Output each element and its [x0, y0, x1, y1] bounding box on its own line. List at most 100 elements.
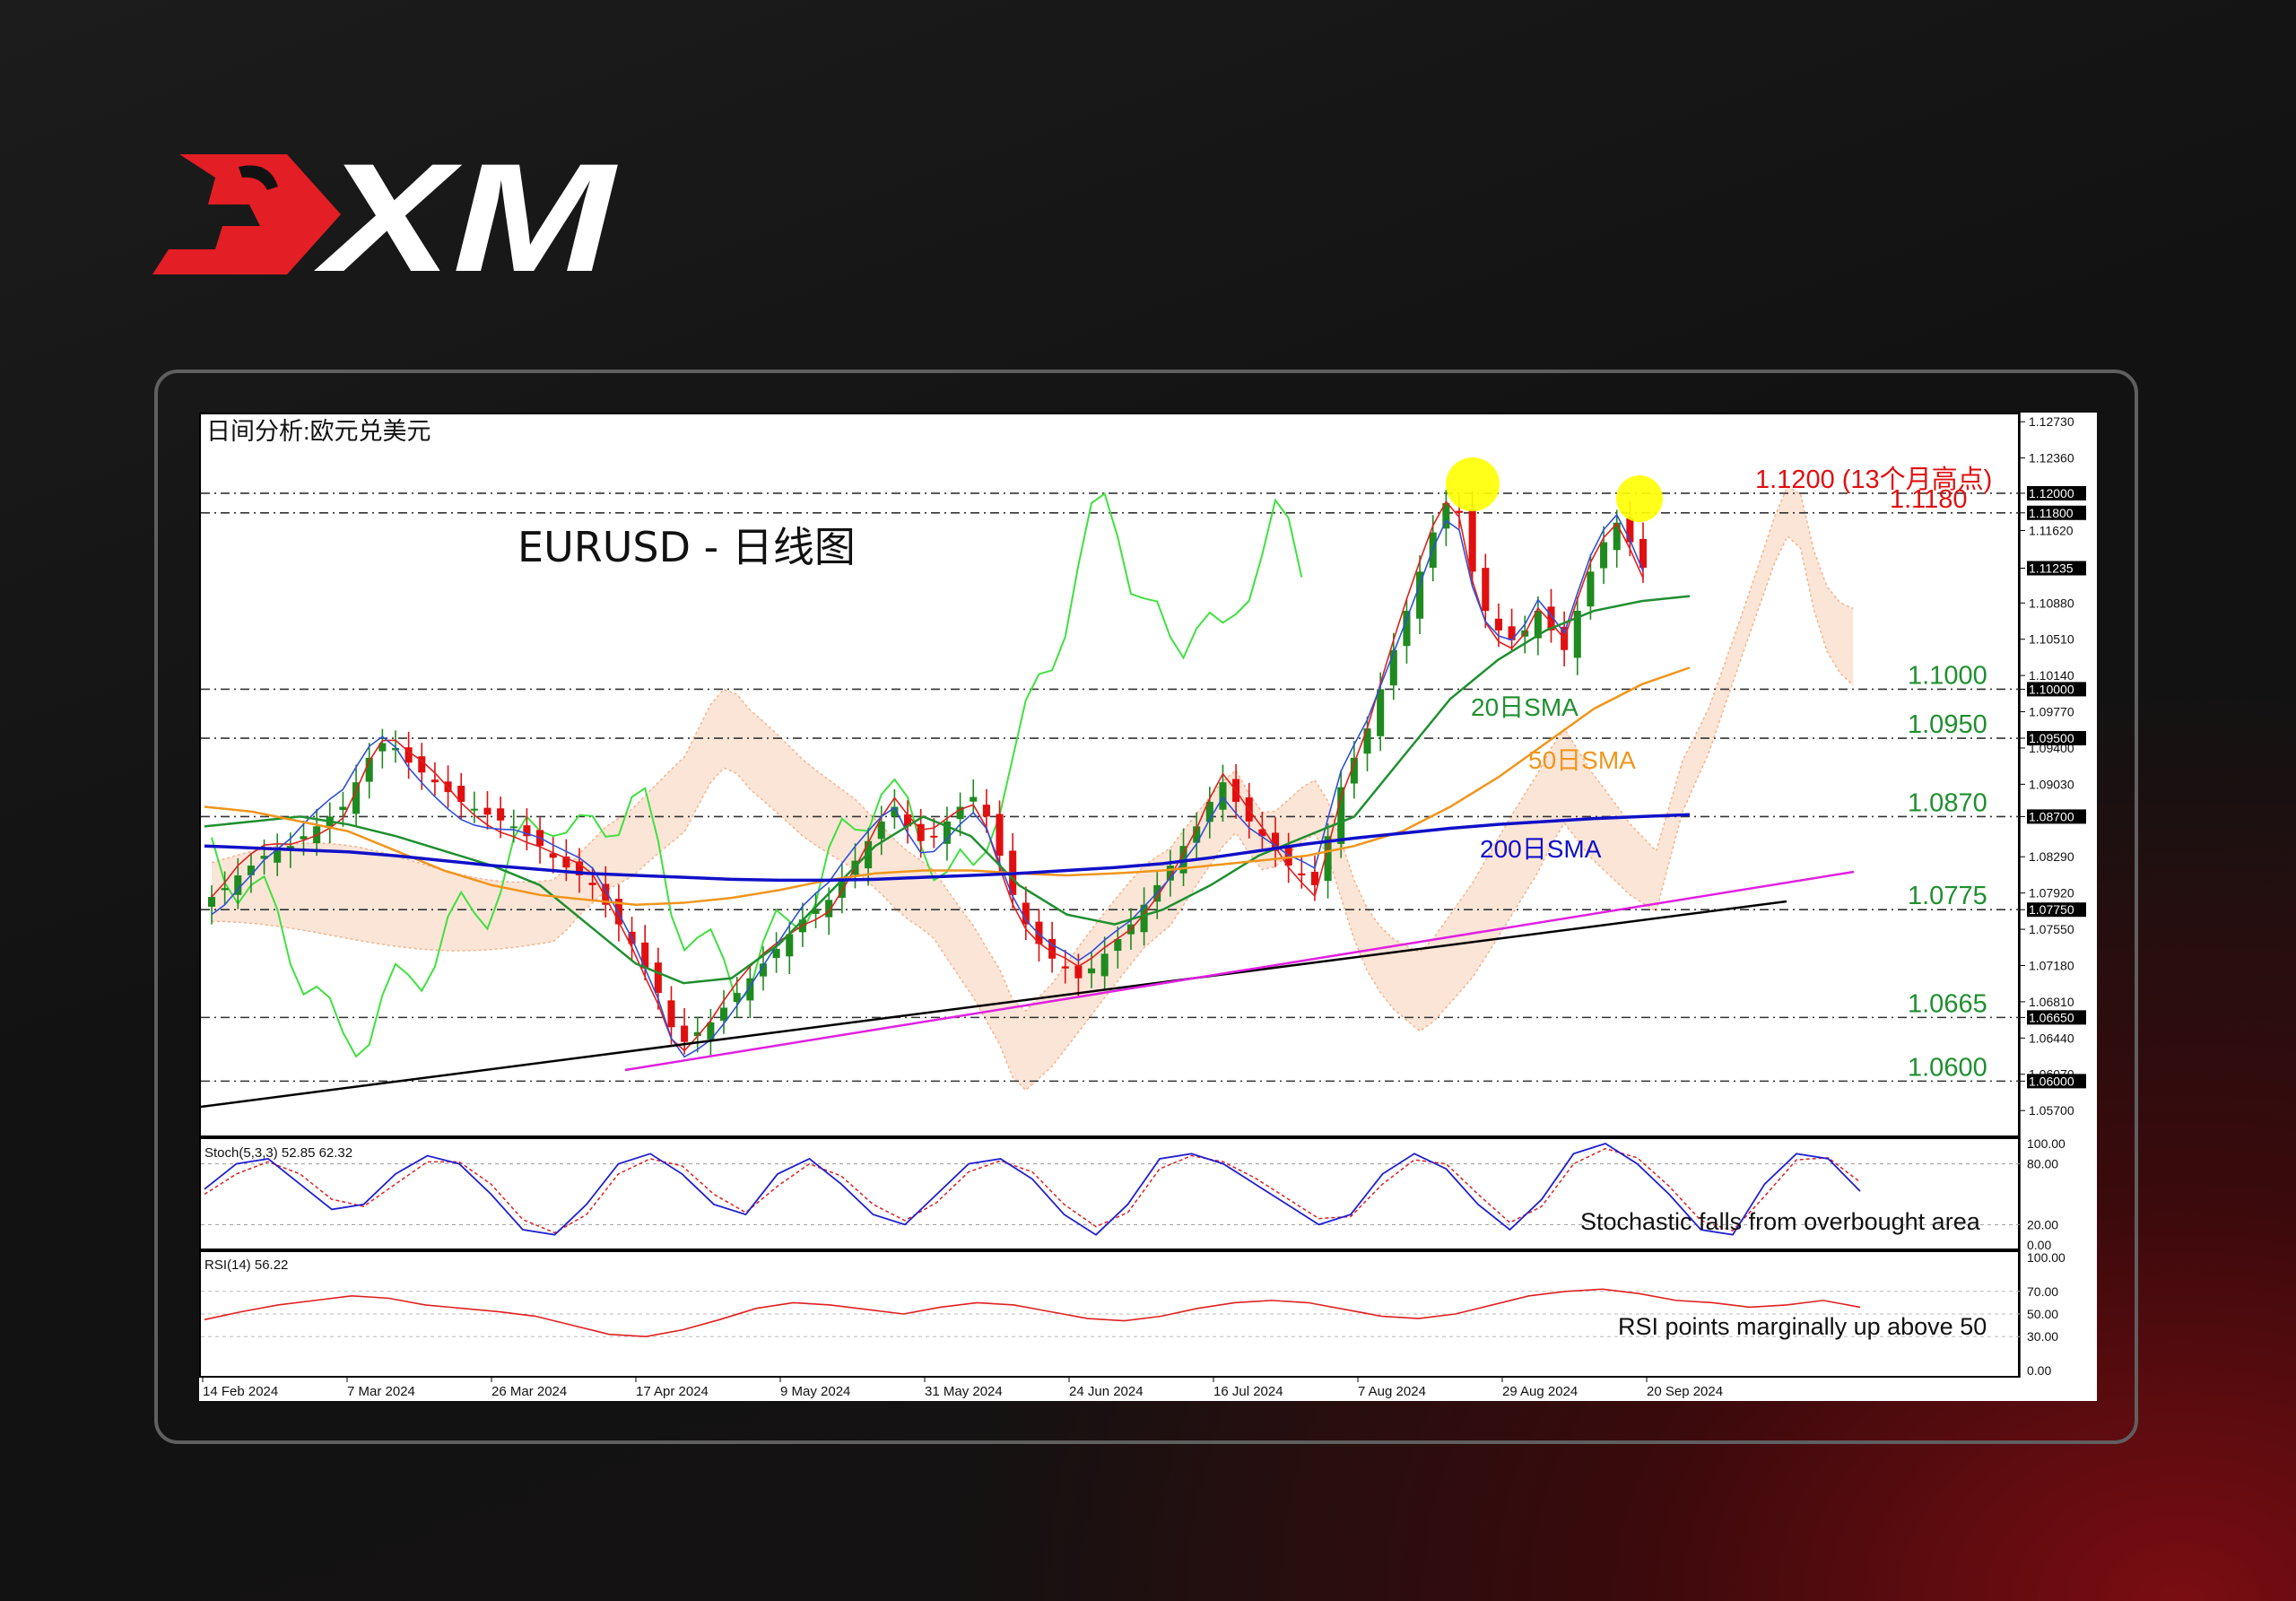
price-tick-label: 1.11620: [2029, 523, 2074, 537]
level-label: 1.0870: [1908, 788, 1987, 817]
candle-body: [733, 993, 741, 1003]
candle-body: [457, 786, 465, 803]
candle-body: [930, 835, 938, 838]
candle-body: [1284, 846, 1292, 866]
stoch-tick-label: 20.00: [2027, 1217, 2058, 1231]
price-tick-label: 1.09770: [2029, 705, 2074, 719]
candle-body: [378, 743, 387, 752]
candle-body: [602, 883, 610, 905]
candle-body: [391, 747, 400, 751]
candle-body: [1508, 626, 1516, 640]
candle-body: [759, 963, 768, 977]
price-tag-box: [2027, 505, 2086, 520]
sma50-label: 50日SMA: [1528, 746, 1636, 774]
candle-body: [575, 861, 584, 875]
senkou-a: [211, 485, 1854, 1013]
candle-body: [1639, 538, 1648, 568]
chart-background: [199, 413, 2097, 1401]
price-tick-label: 1.07550: [2029, 922, 2074, 936]
rsi-tick-label: 100.00: [2027, 1250, 2066, 1265]
candle-body: [1534, 611, 1542, 639]
price-tick-label: 1.12360: [2029, 451, 2074, 466]
level-label: 1.0775: [1908, 882, 1987, 910]
chikou-line: [211, 492, 1303, 1058]
candle-body: [300, 836, 308, 840]
senkou-b: [211, 535, 1854, 1092]
xm-logo: XM: [152, 151, 619, 278]
price-tick-label: 1.08700: [2029, 809, 2074, 823]
chikou-span: [211, 492, 1303, 1058]
date-tick-label: 7 Mar 2024: [347, 1384, 415, 1399]
candle-body: [1140, 904, 1148, 933]
price-tag-box: [2027, 1074, 2086, 1089]
candle-body: [365, 757, 373, 782]
candle-body: [1193, 826, 1201, 843]
candle-body: [891, 806, 899, 816]
candle-body: [483, 807, 491, 815]
price-tick-label: 1.11235: [2029, 561, 2074, 576]
candle-body: [772, 948, 780, 958]
logo-text: XM: [314, 151, 619, 278]
candle-body: [404, 747, 413, 763]
candle-body: [562, 856, 570, 868]
price-tick-label: 1.06000: [2029, 1074, 2074, 1088]
candle-body: [1205, 802, 1213, 822]
candle-body: [1310, 872, 1318, 885]
chart-frame: [154, 370, 2138, 1444]
main-panel-border: [199, 413, 2020, 1137]
candle-body: [497, 808, 505, 821]
stochastic-panel: 100.00 80.00 20.00 0.00: [201, 1136, 2066, 1252]
candle-body: [1403, 611, 1411, 647]
stoch-label: Stoch(5,3,3) 52.85 62.32: [204, 1145, 352, 1161]
sma50-line: [204, 666, 1691, 906]
candle-body: [418, 756, 426, 773]
candle-body: [903, 814, 912, 827]
candle-body: [1035, 921, 1043, 944]
price-tag-box: [2027, 731, 2086, 746]
candle-body: [1442, 502, 1450, 529]
candle-body: [746, 978, 754, 1001]
stoch-tick-label: 100.00: [2027, 1136, 2066, 1151]
candle-body: [260, 856, 268, 859]
price-tick-label: 1.05700: [2029, 1103, 2074, 1118]
candle-body: [956, 806, 964, 820]
stoch-tick-label: 0.00: [2027, 1238, 2051, 1252]
candle-body: [588, 883, 596, 885]
candle-body: [786, 934, 794, 957]
candle-body: [1298, 873, 1306, 875]
candle-body: [667, 1000, 675, 1028]
logo-bull-mark: [152, 154, 341, 274]
candle-body: [1547, 606, 1555, 631]
date-tick-label: 26 Mar 2024: [491, 1384, 567, 1399]
horizontal-levels: 1.1200 (13个月高点)1.1180 1.1000 1.0950 1.0870 1…: [201, 465, 2020, 1082]
candle-body: [1482, 568, 1490, 612]
price-tick-label: 1.10880: [2029, 596, 2074, 610]
price-tick-label: 1.09030: [2029, 777, 2074, 791]
price-axis: 1.12730 1.12360 1.12000 1.11800 1.11620 1.112…: [2019, 413, 2086, 1378]
candle-body: [470, 808, 478, 811]
candle-body: [654, 962, 662, 994]
price-tick-label: 1.10000: [2029, 682, 2074, 696]
level-label: 1.0665: [1908, 989, 1987, 1018]
price-tick-label: 1.09400: [2029, 741, 2074, 755]
price-tick-label: 1.07920: [2029, 886, 2074, 901]
candle-body: [207, 897, 216, 907]
candle-body: [720, 1007, 728, 1021]
candle-body: [274, 850, 282, 863]
candle-body: [970, 796, 978, 802]
price-tick-label: 1.09500: [2029, 731, 2074, 745]
candle-body: [707, 1022, 715, 1040]
candle-body: [549, 853, 557, 858]
candle-body: [825, 900, 833, 918]
price-tag-box: [2027, 809, 2086, 824]
kijun-sen: [211, 513, 1644, 1058]
price-tick-label: 1.10510: [2029, 632, 2074, 647]
date-tick-label: 9 May 2024: [780, 1384, 850, 1399]
sma200-line: [204, 813, 1691, 883]
date-tick-label: 14 Feb 2024: [203, 1384, 278, 1399]
date-tick-label: 17 Apr 2024: [636, 1384, 709, 1399]
level-label: 1.1000: [1908, 661, 1987, 690]
candle-body: [1455, 510, 1464, 513]
candle-body: [234, 874, 242, 895]
candle-body: [1389, 649, 1397, 686]
